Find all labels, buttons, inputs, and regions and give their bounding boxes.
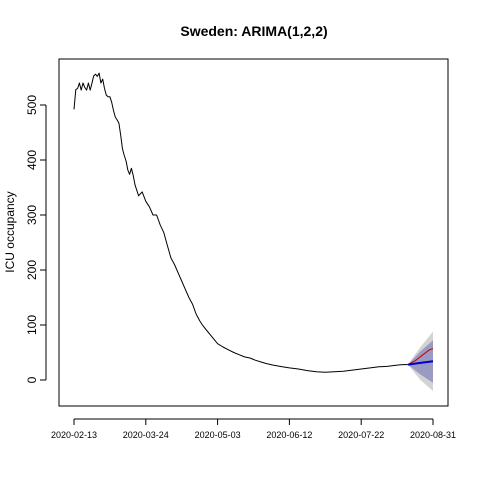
x-tick-label: 2020-03-24 xyxy=(123,430,169,440)
y-tick-label: 500 xyxy=(25,95,39,115)
y-tick-label: 0 xyxy=(25,376,39,383)
y-tick-label: 300 xyxy=(25,205,39,225)
chart-title: Sweden: ARIMA(1,2,2) xyxy=(180,23,327,39)
y-tick-label: 400 xyxy=(25,150,39,170)
y-tick-label: 100 xyxy=(25,315,39,335)
x-tick-label: 2020-07-22 xyxy=(338,430,384,440)
x-tick-label: 2020-02-13 xyxy=(51,430,97,440)
x-tick-label: 2020-06-12 xyxy=(266,430,312,440)
y-tick-label: 200 xyxy=(25,260,39,280)
x-tick-label: 2020-08-31 xyxy=(410,430,456,440)
x-tick-label: 2020-05-03 xyxy=(195,430,241,440)
y-axis-label: ICU occupancy xyxy=(3,191,17,272)
